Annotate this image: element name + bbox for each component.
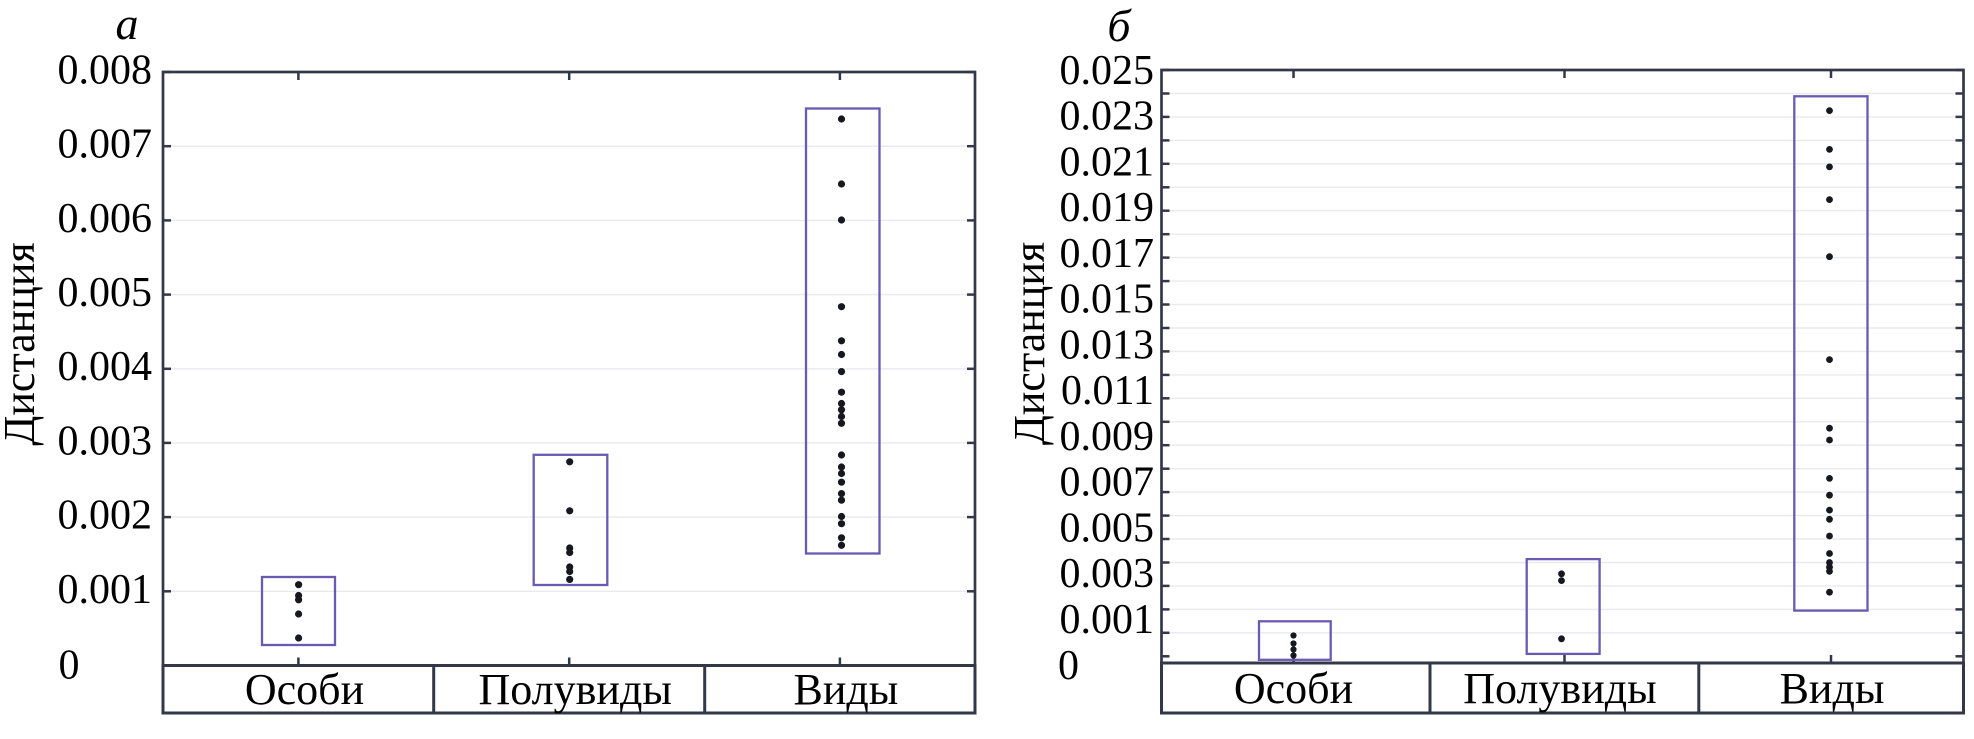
svg-text:Дистанция: Дистанция bbox=[0, 242, 44, 445]
svg-text:0: 0 bbox=[1058, 643, 1079, 689]
svg-text:0.008: 0.008 bbox=[58, 48, 153, 94]
svg-text:0.007: 0.007 bbox=[58, 122, 153, 168]
svg-text:0.005: 0.005 bbox=[1060, 506, 1155, 552]
svg-text:0.003: 0.003 bbox=[1060, 551, 1155, 597]
svg-text:a: a bbox=[116, 0, 139, 49]
svg-text:0.003: 0.003 bbox=[58, 418, 153, 464]
svg-text:0.019: 0.019 bbox=[1060, 185, 1155, 231]
svg-text:Виды: Виды bbox=[1780, 664, 1885, 713]
svg-text:Виды: Виды bbox=[793, 665, 898, 714]
svg-text:0: 0 bbox=[59, 643, 80, 689]
svg-text:Полувиды: Полувиды bbox=[1463, 664, 1656, 713]
svg-text:0.002: 0.002 bbox=[58, 493, 153, 539]
svg-text:0.023: 0.023 bbox=[1060, 94, 1155, 140]
svg-text:0.021: 0.021 bbox=[1060, 139, 1155, 185]
svg-text:Полувиды: Полувиды bbox=[478, 665, 671, 714]
svg-text:б: б bbox=[1107, 0, 1132, 51]
svg-text:Особи: Особи bbox=[1234, 664, 1353, 713]
svg-text:Дистанция: Дистанция bbox=[1005, 242, 1054, 445]
svg-text:0.001: 0.001 bbox=[1060, 597, 1155, 643]
svg-text:0.025: 0.025 bbox=[1060, 48, 1155, 94]
svg-text:0.009: 0.009 bbox=[1060, 414, 1155, 460]
svg-text:0.015: 0.015 bbox=[1060, 277, 1155, 323]
svg-text:0.001: 0.001 bbox=[58, 567, 153, 613]
svg-text:0.017: 0.017 bbox=[1060, 231, 1155, 277]
svg-text:0.007: 0.007 bbox=[1060, 460, 1155, 506]
svg-text:0.006: 0.006 bbox=[58, 196, 153, 242]
svg-text:0.013: 0.013 bbox=[1060, 322, 1155, 368]
svg-text:0.005: 0.005 bbox=[58, 270, 153, 316]
svg-text:Особи: Особи bbox=[245, 665, 364, 714]
svg-text:0.011: 0.011 bbox=[1061, 368, 1154, 414]
svg-text:0.004: 0.004 bbox=[58, 344, 153, 390]
